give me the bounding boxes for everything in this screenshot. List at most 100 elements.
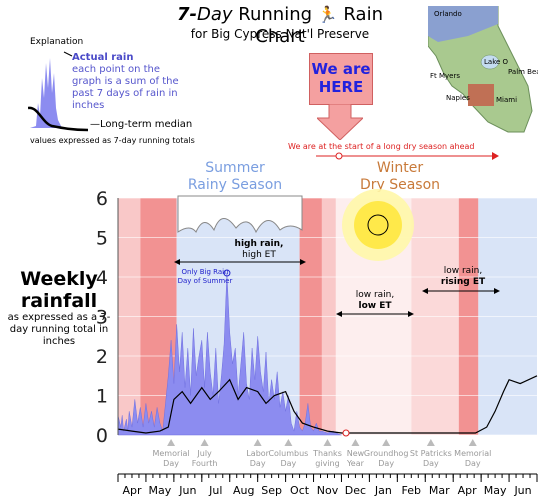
map-label-miami: Miami: [496, 96, 517, 104]
ann-rising-et: rising ET: [441, 277, 486, 287]
holiday-marker-8: [468, 439, 477, 446]
x-tick-label-9: Jan: [374, 484, 392, 497]
florida-map: Orlando Lake O Ft Myers Palm Beach Naple…: [428, 6, 538, 133]
title-number: 7-: [177, 4, 198, 25]
median-label-text: Long-term median: [100, 119, 193, 130]
holiday-label-8-b: Day: [465, 459, 481, 468]
summer-season-label: Summer Rainy Season: [170, 160, 300, 194]
title-end: Rain Chart: [255, 4, 383, 47]
rain-series: [117, 273, 342, 436]
chart-title: 7-Day Running 🏃 Rain Chart: [150, 4, 410, 48]
ann-rising-arrowhead-left: [422, 288, 428, 294]
ann-rising-arrowhead-right: [494, 288, 500, 294]
map-label-orlando: Orlando: [434, 10, 462, 18]
y-tick-label-3: 3: [96, 307, 108, 329]
map-label-ft-myers: Ft Myers: [430, 72, 460, 80]
x-tick-label-13: May: [484, 484, 507, 497]
holiday-label-6-a: Groundhog: [364, 449, 408, 458]
current-date-marker: [342, 429, 350, 437]
explanation-rain-desc: each point on the graph is a sum of the …: [72, 64, 179, 111]
x-tick-label-10: Feb: [402, 484, 421, 497]
ann-big-rain-line2: Day of Summer: [178, 277, 233, 285]
holiday-label-4-a: Thanks: [312, 449, 342, 458]
holiday-marker-7: [426, 439, 435, 446]
chart-subtitle: for Big Cypress Nat'l Preserve: [190, 27, 370, 41]
ann-high-rain: high rain,: [235, 239, 284, 249]
x-tick-label-4: Aug: [233, 484, 254, 497]
holiday-label-1-b: Fourth: [192, 459, 218, 468]
holiday-marker-0: [167, 439, 176, 446]
holiday-label-7-a: St Patricks: [410, 449, 452, 458]
explanation-heading: Explanation: [30, 37, 84, 47]
map-label-naples: Naples: [446, 94, 470, 102]
ann-big-rain-line1: Only Big Rain: [181, 268, 228, 276]
sun-icon: [342, 189, 414, 261]
holiday-label-7-b: Day: [423, 459, 439, 468]
y-tick-label-0: 0: [96, 425, 108, 447]
ann-low-et: low ET: [358, 301, 392, 311]
holiday-marker-5: [351, 439, 360, 446]
title-running: Running: [232, 4, 313, 25]
holiday-label-3-a: Columbus: [268, 449, 308, 458]
x-tick-label-6: Oct: [290, 484, 310, 497]
x-tick-label-7: Nov: [317, 484, 339, 497]
cloud-shape: [177, 195, 303, 234]
ann-low-rain-2: low rain,: [444, 266, 483, 276]
ann-low-arrowhead-right: [408, 311, 414, 317]
holiday-label-2-a: Labor: [246, 449, 269, 458]
here-box: We are HERE: [309, 53, 373, 105]
x-tick-label-1: May: [149, 484, 172, 497]
ann-low-rain: low rain,: [356, 290, 395, 300]
y-tick-label-1: 1: [96, 386, 108, 408]
holiday-marker-4: [323, 439, 332, 446]
explanation-median-line: [28, 106, 88, 132]
holiday-label-5-b: Year: [346, 459, 365, 468]
here-arrow-icon: [317, 104, 363, 140]
here-line1: We are: [311, 60, 371, 78]
winter-season-label: Winter Dry Season: [345, 160, 455, 194]
holiday-label-2-b: Day: [250, 459, 266, 468]
map-label-lake-o: Lake O: [484, 58, 509, 66]
ann-high-arrowhead-left: [174, 259, 180, 265]
runner-icon: 🏃: [317, 5, 338, 24]
explanation-rain-area: [30, 58, 62, 128]
x-tick-label-0: Apr: [122, 484, 142, 497]
holiday-label-4-b: giving: [315, 459, 339, 468]
holiday-label-1-a: July: [196, 449, 212, 458]
dry-season-arrow: [316, 152, 499, 160]
y-axis-weekly: Weekly: [20, 268, 98, 290]
big-cypress-region: [468, 84, 494, 106]
ann-low-arrowhead-left: [336, 311, 342, 317]
holiday-marker-2: [253, 439, 262, 446]
holiday-label-6-b: Day: [378, 459, 394, 468]
big-rain-marker: [223, 269, 231, 277]
y-axis: 0 1 2 3 4 5 6: [96, 188, 119, 447]
median-line: [117, 375, 538, 434]
here-line2: HERE: [318, 78, 364, 96]
y-tick-label-2: 2: [96, 346, 108, 368]
x-tick-label-11: Mar: [429, 484, 450, 497]
winter-line2: Dry Season: [359, 177, 441, 193]
winter-line1: Winter: [376, 160, 424, 176]
y-axis-description: Weekly rainfall as expressed as a 7-day …: [4, 268, 114, 348]
cloud-icons: [177, 195, 303, 234]
title-day: Day: [197, 4, 233, 25]
x-tick-label-14: Jun: [513, 484, 531, 497]
lake-okeechobee-icon: [480, 54, 500, 70]
rain-area: [117, 273, 342, 436]
x-tick-label-12: Apr: [458, 484, 478, 497]
explanation-median-label: —Long-term median: [90, 119, 193, 130]
northern-region: [428, 6, 498, 42]
explanation-mini-chart: [28, 51, 88, 132]
explanation-rain-text: Actual rain each point on the graph is a…: [72, 52, 182, 112]
holiday-marker-3: [284, 439, 293, 446]
summer-line2: Rainy Season: [187, 177, 283, 193]
x-axis: Apr May Jun Jul Aug Sep Oct Nov Dec Jan Feb Mar Apr M…: [117, 429, 538, 497]
y-tick-label-6: 6: [96, 188, 108, 210]
holiday-label-3-b: Day: [280, 459, 296, 468]
explanation-footer: values expressed as 7-day running totals: [30, 136, 195, 145]
holiday-label-8-a: Memorial: [454, 449, 491, 458]
dry-season-note: We are at the start of a long dry season…: [288, 142, 475, 151]
